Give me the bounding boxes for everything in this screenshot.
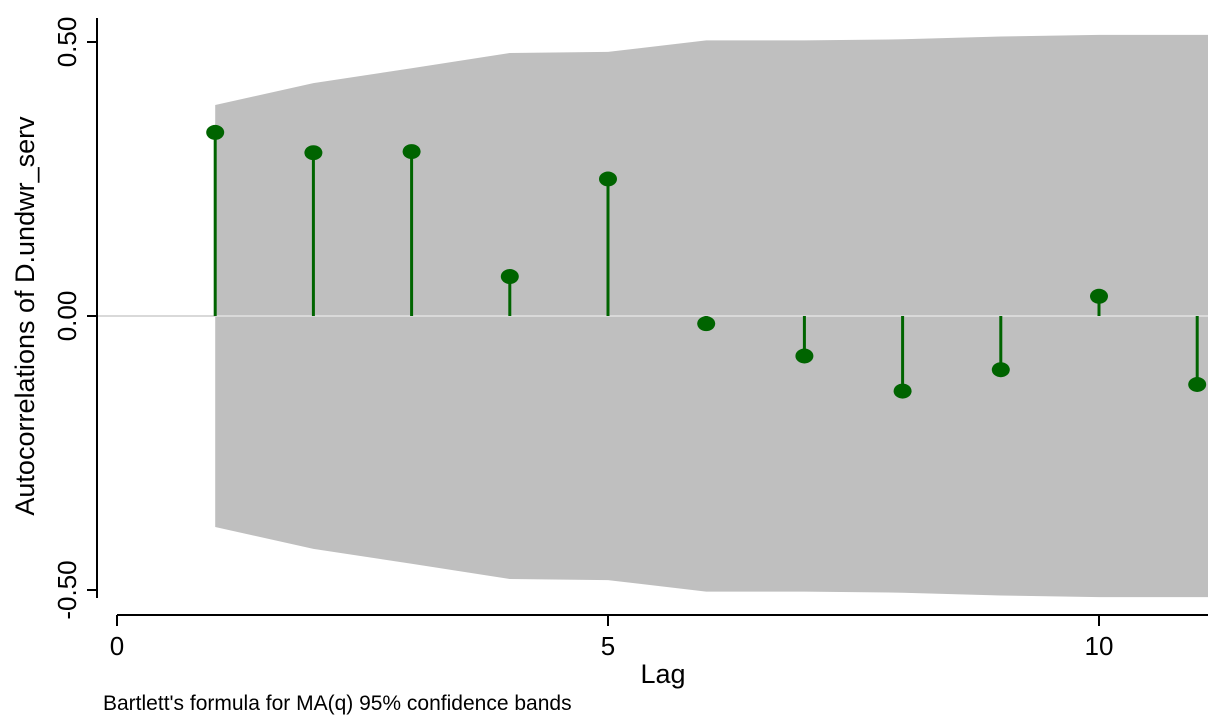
acf-point-lag-11 — [1188, 377, 1207, 392]
acf-point-lag-4 — [500, 269, 519, 285]
y-axis-title: Autocorrelations of D.undwr_serv — [10, 116, 40, 516]
axes-layer: -0.50 0.00 0.50 0 5 10 — [52, 17, 1208, 661]
acf-point-lag-8 — [893, 383, 912, 399]
x-axis-title: Lag — [640, 659, 685, 689]
x-tick-label: 0 — [110, 631, 124, 661]
acf-stems-layer — [206, 124, 1207, 399]
acf-point-lag-5 — [599, 171, 617, 187]
acf-point-lag-3 — [402, 144, 421, 160]
y-tick-label: -0.50 — [52, 560, 82, 619]
acf-point-lag-6 — [697, 316, 716, 332]
acf-point-lag-7 — [795, 348, 814, 364]
acf-point-lag-10 — [1090, 288, 1108, 304]
x-tick-label: 10 — [1085, 631, 1114, 661]
acf-point-lag-1 — [206, 124, 225, 140]
x-tick-label: 5 — [601, 631, 615, 661]
acf-point-lag-2 — [304, 145, 323, 161]
confidence-band-note: Bartlett's formula for MA(q) 95% confide… — [103, 692, 572, 715]
acf-point-lag-9 — [991, 362, 1010, 378]
y-tick-label: 0.00 — [52, 291, 82, 342]
y-tick-label: 0.50 — [52, 17, 82, 68]
